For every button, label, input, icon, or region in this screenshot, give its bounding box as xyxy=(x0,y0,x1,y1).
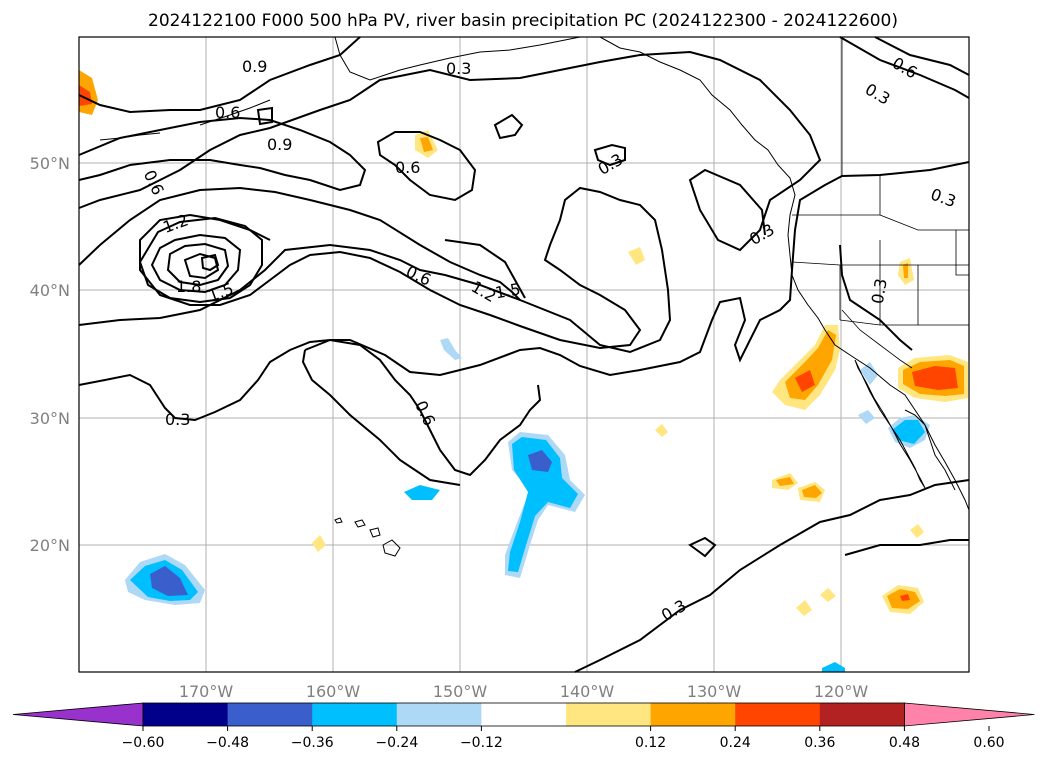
hawaii-islands xyxy=(334,517,401,557)
colorbar-extend-min xyxy=(12,702,144,727)
lat-tick-labels: 20°N 30°N 40°N 50°N xyxy=(30,154,70,555)
lon-tick-labels: 170°W 160°W 150°W 140°W 130°W 120°W xyxy=(179,682,869,701)
contour-label: 1.8 xyxy=(176,277,201,296)
lon-tick: 170°W xyxy=(179,682,234,701)
colorbar-segment xyxy=(396,703,482,726)
colorbar-tick-label: 0.24 xyxy=(720,735,751,751)
colorbar-segment xyxy=(481,703,567,726)
colorbar-tick-label: −0.24 xyxy=(375,735,418,751)
colorbar-tick-label: 0.48 xyxy=(889,735,920,751)
lat-tick: 30°N xyxy=(30,409,70,428)
contour-label: 0.3 xyxy=(868,277,891,305)
colorbar-segment xyxy=(312,703,398,726)
north-america-coast xyxy=(599,36,970,511)
lon-tick: 160°W xyxy=(306,682,361,701)
gridlines xyxy=(79,37,969,672)
lat-tick: 40°N xyxy=(30,281,70,300)
colorbar-tick-label: 0.60 xyxy=(973,735,1004,751)
lon-tick: 150°W xyxy=(433,682,488,701)
colorbar-tick-label: −0.48 xyxy=(206,735,249,751)
map-frame xyxy=(78,36,970,673)
lat-tick: 20°N xyxy=(30,536,70,555)
alaska-coast xyxy=(334,36,581,81)
contour-label: 0.9 xyxy=(267,135,292,154)
colorbar-segment xyxy=(566,703,652,726)
colorbar-segment xyxy=(143,703,229,726)
colorbar-extend-max xyxy=(904,702,1035,727)
baja-peninsula xyxy=(854,359,926,489)
colorbar-segment xyxy=(735,703,821,726)
lon-tick: 140°W xyxy=(560,682,615,701)
colorbar-tick-label: −0.12 xyxy=(460,735,503,751)
colorbar-tick-label: 0.12 xyxy=(635,735,666,751)
contour-label: 0.6 xyxy=(395,158,420,177)
contour-label: 0.6 xyxy=(215,103,240,122)
colorbar-segment xyxy=(650,703,736,726)
map-title: 2024122100 F000 500 hPa PV, river basin … xyxy=(148,11,898,31)
colorbar-tick-label: −0.60 xyxy=(122,735,165,751)
precip-shading xyxy=(79,70,968,672)
colorbar-segment xyxy=(227,703,313,726)
contour-label: 1.5 xyxy=(494,279,522,302)
lat-tick: 50°N xyxy=(30,154,70,173)
contour-label: 0.3 xyxy=(446,59,471,78)
lon-tick: 130°W xyxy=(687,682,742,701)
coastlines xyxy=(99,36,970,557)
lon-tick: 120°W xyxy=(814,682,869,701)
colorbar-tick-label: 0.36 xyxy=(804,735,835,751)
contour-label: 0.3 xyxy=(165,410,190,429)
colorbar-ticks: −0.60 −0.48 −0.36 −0.24 −0.12 0.12 0.24 0.36 0.4… xyxy=(122,726,1005,751)
colorbar-tick-label: −0.36 xyxy=(291,735,334,751)
colorbar-frame xyxy=(142,702,905,727)
map-panel: 0.9 0.3 0.6 0.6 0.9 0.6 0.3 0.6 0.3 0.3 … xyxy=(78,36,970,673)
contour-label: 0.9 xyxy=(242,57,267,76)
colorbar xyxy=(12,702,1035,727)
colorbar-segment xyxy=(819,703,905,726)
